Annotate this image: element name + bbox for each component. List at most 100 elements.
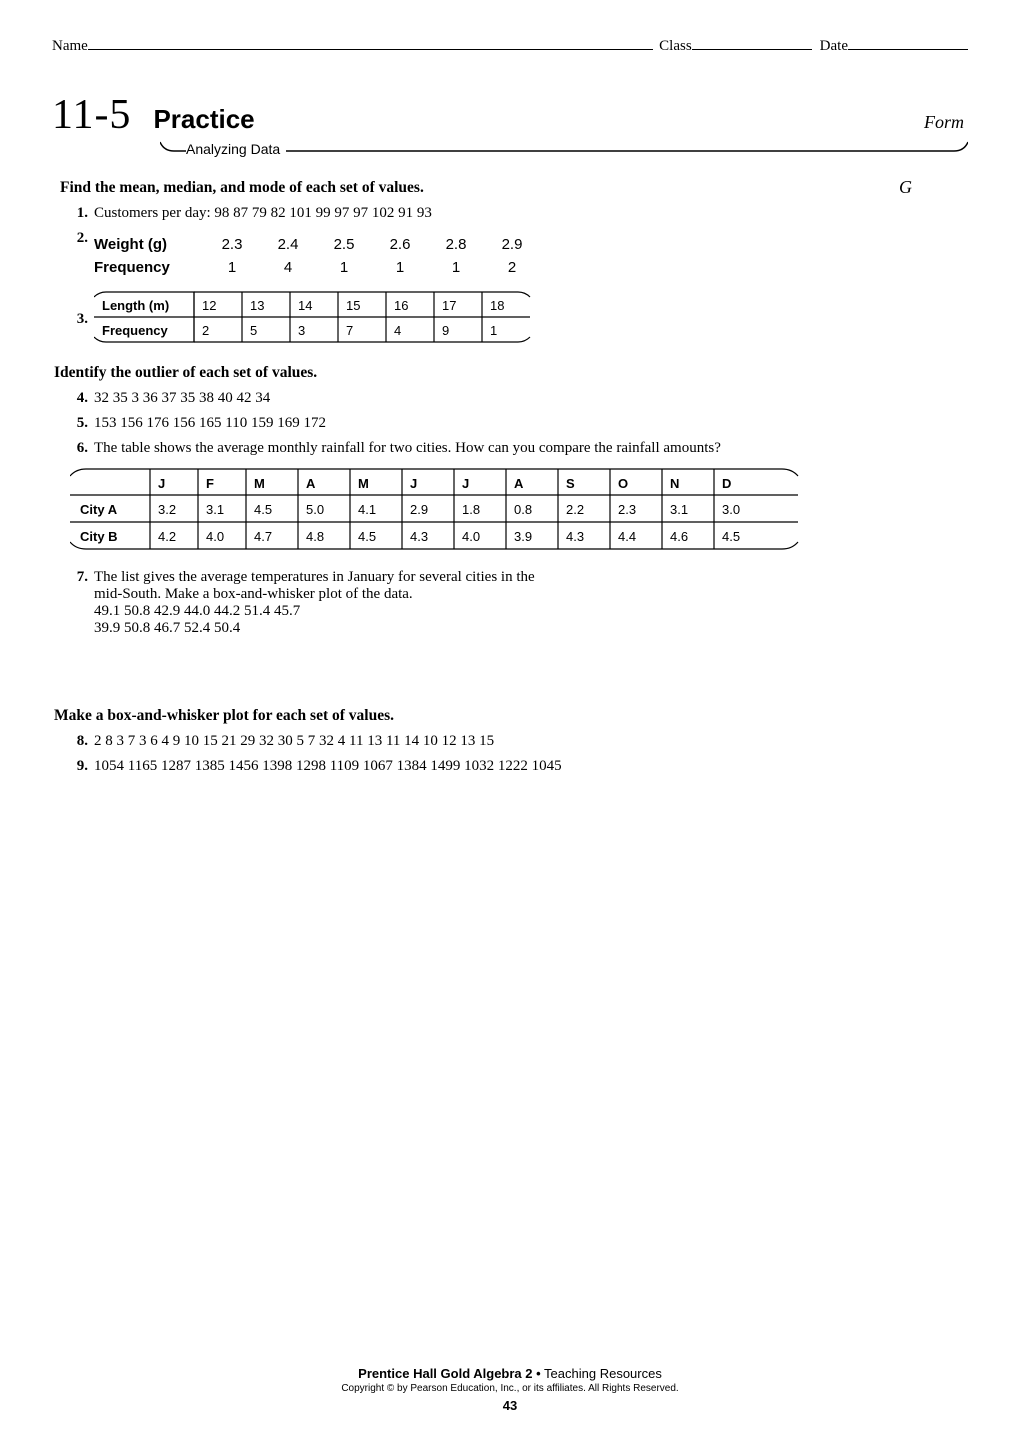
q6-table: J F M A M J J A S O N D City A 3.2 3.1 4… (70, 467, 800, 551)
practice-title: Practice (153, 104, 254, 135)
question-4: 4. 32 35 3 36 37 35 38 40 42 34 (70, 390, 968, 407)
q4-num: 4. (70, 390, 88, 407)
question-6: 6. The table shows the average monthly r… (70, 440, 968, 457)
question-9: 9. 1054 1165 1287 1385 1456 1398 1298 11… (70, 758, 968, 775)
q6-a9: 2.3 (618, 502, 636, 517)
q6-m9: O (618, 476, 628, 491)
name-label: Name (52, 38, 88, 55)
q6-m2: M (254, 476, 265, 491)
q2-w5: 2.9 (484, 236, 540, 253)
q6-b0: 4.2 (158, 529, 176, 544)
q3-l3: 15 (346, 298, 360, 313)
q6-m5: J (410, 476, 417, 491)
q6-b11: 4.5 (722, 529, 740, 544)
q6-m11: D (722, 476, 731, 491)
outlier-heading: Identify the outlier of each set of valu… (54, 364, 968, 382)
q8-num: 8. (70, 733, 88, 750)
q9-num: 9. (70, 758, 88, 775)
q6-a0: 3.2 (158, 502, 176, 517)
date-label: Date (820, 38, 848, 55)
q2-f4: 1 (428, 259, 484, 276)
question-7: 7. The list gives the average temperatur… (70, 569, 968, 637)
q2-num: 2. (70, 230, 88, 276)
q5-num: 5. (70, 415, 88, 432)
q3-f5: 9 (442, 323, 449, 338)
q5-text: 153 156 176 156 165 110 159 169 172 (94, 415, 968, 432)
question-3: 3. Length (m) Frequenc (70, 290, 968, 348)
q6-b8: 4.3 (566, 529, 584, 544)
q3-l4: 16 (394, 298, 408, 313)
q6-b7: 3.9 (514, 529, 532, 544)
q2-f3: 1 (372, 259, 428, 276)
q6-a3: 5.0 (306, 502, 324, 517)
q2-w0: 2.3 (204, 236, 260, 253)
q2-f2: 1 (316, 259, 372, 276)
q6-b5: 4.3 (410, 529, 428, 544)
q2-f0: 1 (204, 259, 260, 276)
q6-a5: 2.9 (410, 502, 428, 517)
date-line (848, 36, 968, 50)
q6-table-wrap: J F M A M J J A S O N D City A 3.2 3.1 4… (70, 467, 968, 551)
q3-f0: 2 (202, 323, 209, 338)
form-label: Form (924, 112, 968, 133)
section1-heading: Find the mean, median, and mode of each … (60, 179, 968, 197)
box-heading: Make a box-and-whisker plot for each set… (54, 707, 968, 725)
q7-num: 7. (70, 569, 88, 637)
footer-bold: Prentice Hall Gold Algebra 2 • (358, 1366, 541, 1381)
question-1: 1. Customers per day: 98 87 79 82 101 99… (70, 205, 968, 222)
q6-m3: A (306, 476, 316, 491)
page-footer: Prentice Hall Gold Algebra 2 • Teaching … (0, 1366, 1020, 1413)
q3-f4: 4 (394, 323, 401, 338)
q6-m4: M (358, 476, 369, 491)
q6-m10: N (670, 476, 679, 491)
q6-b4: 4.5 (358, 529, 376, 544)
q3-l2: 14 (298, 298, 312, 313)
q6-a10: 3.1 (670, 502, 688, 517)
chapter-number: 11-5 (52, 91, 131, 139)
q3-table: Length (m) Frequency 12 13 14 15 16 17 1… (94, 290, 564, 348)
q6-a8: 2.2 (566, 502, 584, 517)
q6-a4: 4.1 (358, 502, 376, 517)
subtitle: Analyzing Data (186, 141, 286, 157)
q6-num: 6. (70, 440, 88, 457)
q6-a6: 1.8 (462, 502, 480, 517)
q6-text: The table shows the average monthly rain… (94, 440, 968, 457)
q6-a11: 3.0 (722, 502, 740, 517)
q1-num: 1. (70, 205, 88, 222)
footer-rest: Teaching Resources (541, 1366, 662, 1381)
q7-line1: The list gives the average temperatures … (94, 569, 968, 586)
form-letter: G (899, 177, 912, 198)
q1-text: Customers per day: 98 87 79 82 101 99 97… (94, 205, 968, 222)
q4-text: 32 35 3 36 37 35 38 40 42 34 (94, 390, 968, 407)
class-line (692, 36, 812, 50)
q2-w4: 2.8 (428, 236, 484, 253)
worksheet-header: Name Class Date (52, 36, 968, 55)
q3-f1: 5 (250, 323, 257, 338)
q2-f5: 2 (484, 259, 540, 276)
q2-weight-label: Weight (g) (94, 236, 204, 253)
q6-m1: F (206, 476, 214, 491)
title-row: 11-5 Practice Form (52, 91, 968, 139)
q6-b9: 4.4 (618, 529, 636, 544)
q2-freq-label: Frequency (94, 259, 204, 276)
q6-b6: 4.0 (462, 529, 480, 544)
q9-text: 1054 1165 1287 1385 1456 1398 1298 1109 … (94, 758, 968, 775)
q6-a1: 3.1 (206, 502, 224, 517)
question-2: 2. Weight (g) 2.3 2.4 2.5 2.6 2.8 2.9 Fr… (70, 230, 968, 276)
name-line (88, 36, 653, 50)
q6-rowA-label: City A (80, 502, 118, 517)
q3-f2: 3 (298, 323, 305, 338)
q6-b10: 4.6 (670, 529, 688, 544)
q6-a7: 0.8 (514, 502, 532, 517)
q3-length-label: Length (m) (102, 298, 169, 313)
question-5: 5. 153 156 176 156 165 110 159 169 172 (70, 415, 968, 432)
q2-w2: 2.5 (316, 236, 372, 253)
q6-m6: J (462, 476, 469, 491)
q6-m8: S (566, 476, 575, 491)
footer-copyright: Copyright © by Pearson Education, Inc., … (0, 1383, 1020, 1394)
q3-l5: 17 (442, 298, 456, 313)
q3-l1: 13 (250, 298, 264, 313)
q6-b2: 4.7 (254, 529, 272, 544)
q3-f3: 7 (346, 323, 353, 338)
q8-text: 2 8 3 7 3 6 4 9 10 15 21 29 32 30 5 7 32… (94, 733, 968, 750)
